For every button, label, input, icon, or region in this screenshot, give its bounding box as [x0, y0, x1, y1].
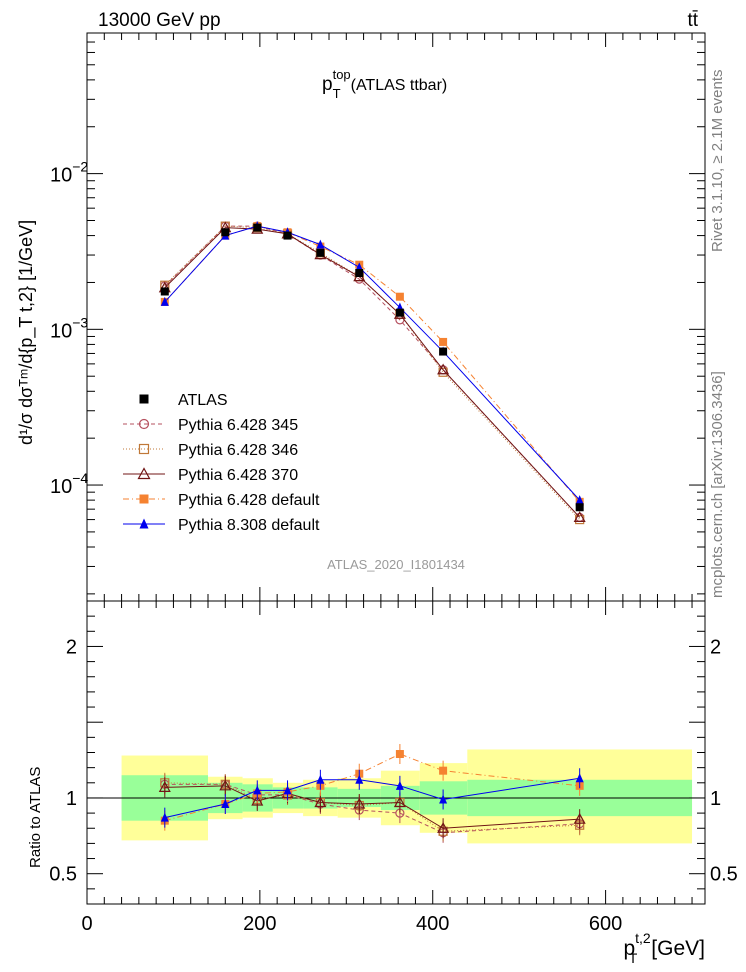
x-tick-label: 200: [243, 913, 276, 935]
point-ratio-pythia-8-308-default: [283, 785, 292, 795]
ratio-y-tick-label-right: 2: [710, 636, 721, 658]
analysis-label: ATLAS_2020_I1801434: [327, 557, 465, 572]
point-main-atlas: [160, 287, 169, 296]
axis-ticks: [86, 32, 705, 904]
legend-label-pythia-6-428-345: Pythia 6.428 345: [178, 417, 298, 434]
point-main-atlas: [575, 503, 584, 512]
point-main-pythia-6-428-default: [395, 292, 404, 301]
legend-label-pythia-6-428-370: Pythia 6.428 370: [178, 467, 298, 484]
point-main-atlas: [283, 231, 292, 240]
legend-label-pythia-8-308-default: Pythia 8.308 default: [178, 517, 320, 534]
point-ratio-pythia-8-308-default: [355, 774, 364, 784]
main-y-tick-label: 10−4: [50, 470, 88, 498]
point-ratio-pythia-6-428-370: [314, 796, 327, 808]
legend-label-pythia-6-428-346: Pythia 6.428 346: [178, 442, 298, 459]
x-tick-label: 600: [589, 913, 622, 935]
series-line-main-pythia-8-308-default: [164, 225, 581, 501]
series-line-ratio-pythia-6-428-346: [164, 782, 580, 832]
legend: ATLAS Pythia 6.428 345 Pythia 6.428 346 Pyt…: [123, 392, 320, 534]
point-ratio-pythia-8-308-default: [160, 812, 169, 822]
main-y-tick-label-exponent: −3: [72, 314, 88, 330]
ratio-y-tick-label-left: 2: [66, 636, 77, 658]
point-ratio-pythia-8-308-default: [316, 774, 325, 784]
legend-marker-atlas: [139, 394, 149, 404]
point-ratio-pythia-6-428-370: [393, 796, 406, 808]
point-ratio-pythia-6-428-370: [437, 822, 450, 833]
point-main-pythia-8-308-default: [316, 239, 325, 249]
x-tick-label: 400: [416, 913, 449, 935]
point-main-pythia-6-428-370: [573, 511, 586, 522]
point-main-atlas: [395, 308, 404, 317]
legend-label-atlas: ATLAS: [178, 392, 228, 409]
point-ratio-pythia-6-428-370: [219, 779, 232, 791]
ratio-y-tick-label-right: 1: [710, 788, 721, 810]
x-tick-labels: 0 200 400 600: [81, 913, 622, 935]
point-main-pythia-6-428-default: [439, 337, 448, 346]
main-y-tick-label: 10−2: [50, 159, 88, 187]
series-line-ratio-pythia-6-428-345: [164, 783, 580, 834]
side-label-top: Rivet 3.1.10, ≥ 2.1M events: [709, 70, 726, 253]
point-ratio-pythia-8-308-default: [575, 773, 584, 783]
legend-marker-pythia-6-428-346: [138, 443, 150, 455]
main-y-tick-label-base: 10: [50, 320, 72, 342]
point-ratio-pythia-8-308-default: [395, 780, 404, 790]
x-tick-label: 0: [81, 913, 92, 935]
ratio-y-tick-label-right: 0.5: [710, 864, 738, 886]
point-main-pythia-8-308-default: [575, 495, 584, 505]
point-main-atlas: [316, 248, 325, 257]
ratio-plot-series: [158, 744, 586, 843]
point-ratio-pythia-8-308-default: [439, 794, 448, 804]
point-ratio-pythia-6-428-default: [439, 766, 448, 775]
main-y-tick-labels: 10−210−310−4: [50, 159, 88, 498]
point-main-atlas: [439, 347, 448, 356]
main-title: ptop T (ATLAS ttbar): [322, 67, 447, 101]
main-y-tick-label: 10−3: [50, 314, 88, 342]
ratio-uncertainty-bands: [87, 749, 705, 844]
main-y-tick-label-exponent: −2: [72, 159, 88, 175]
ratio-y-tick-label-left: 1: [66, 788, 77, 810]
ratio-y-tick-label-left: 0.5: [49, 864, 77, 886]
point-ratio-pythia-6-428-default: [395, 750, 404, 759]
point-main-atlas: [253, 223, 262, 232]
point-ratio-pythia-6-428-370: [353, 797, 366, 809]
main-plot-series: [158, 221, 586, 525]
ratio-y-tick-labels: 2 2 1 1 0.5 0.5: [49, 636, 738, 885]
legend-marker-pythia-8-308-default: [139, 518, 149, 529]
legend-marker-pythia-6-428-370: [137, 467, 151, 480]
main-y-axis-label: d¹/σ dσᵀᵐ/d{p_T t,2} [1/GeV]: [16, 220, 37, 445]
point-ratio-pythia-6-428-370: [251, 794, 264, 806]
side-label-bottom: mcplots.cern.ch [arXiv:1306.3436]: [709, 371, 726, 598]
point-main-atlas: [355, 269, 364, 278]
point-ratio-pythia-8-308-default: [221, 799, 230, 809]
point-main-pythia-6-428-370: [437, 363, 450, 375]
main-y-tick-label-base: 10: [50, 165, 72, 187]
point-ratio-pythia-6-428-370: [158, 781, 171, 792]
point-main-atlas: [221, 228, 230, 237]
header-right: tt̄: [687, 10, 698, 31]
point-main-pythia-8-308-default: [160, 296, 169, 306]
main-y-tick-label-base: 10: [50, 476, 72, 498]
x-axis-label: pt,2 T [GeV]: [623, 930, 705, 966]
point-ratio-pythia-6-428-370: [573, 812, 586, 824]
legend-marker-pythia-6-428-345: [138, 418, 150, 430]
legend-label-pythia-6-428-default: Pythia 6.428 default: [178, 492, 320, 509]
ratio-y-axis-label: Ratio to ATLAS: [27, 767, 44, 868]
point-ratio-pythia-8-308-default: [253, 785, 262, 795]
series-line-main-pythia-6-428-default: [164, 225, 581, 503]
legend-marker-pythia-6-428-default: [139, 494, 149, 504]
main-y-tick-label-exponent: −4: [72, 470, 88, 486]
header-left: 13000 GeV pp: [98, 10, 221, 31]
